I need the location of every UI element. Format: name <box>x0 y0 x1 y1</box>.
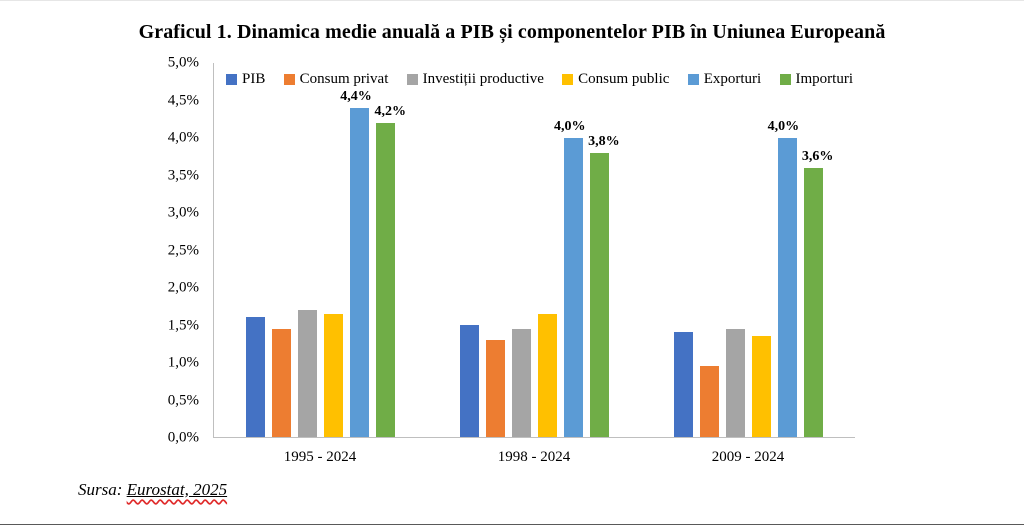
bar-exporturi: 4,0% <box>768 119 799 437</box>
y-tick-label: 2,5% <box>167 242 199 258</box>
bar-investi-ii-productive <box>298 309 318 437</box>
x-axis-labels: 1995 - 2024 1998 - 2024 2009 - 2024 <box>213 449 855 466</box>
y-tick-label: 2,0% <box>167 279 199 296</box>
source-text: Sursa: Eurostat, 2025 <box>78 480 227 500</box>
bar-investi-ii-productive <box>512 328 531 437</box>
bar-pib <box>460 324 479 437</box>
bar-importuri: 4,2% <box>374 104 406 437</box>
legend-swatch-icon <box>226 74 237 85</box>
y-tick-label: 3,0% <box>167 204 199 221</box>
bar-value-label: 3,6% <box>801 148 834 164</box>
x-category-label: 1995 - 2024 <box>283 449 357 465</box>
chart-title: Graficul 1. Dinamica medie anuală a PIB … <box>138 21 886 43</box>
bar-investi-ii-productive <box>725 328 745 437</box>
bar-exporturi: 4,0% <box>554 119 585 437</box>
y-tick-label: 1,5% <box>167 317 199 333</box>
legend-item-importuri: Importuri <box>779 71 854 88</box>
legend-item-exporturi: Exporturi <box>687 71 762 88</box>
source-prefix: Sursa: <box>78 480 127 499</box>
bar-consum-privat <box>272 328 292 437</box>
bar-group-1995-2024: 4,4% 4,2% <box>214 63 428 437</box>
bar-value-label: 4,0% <box>553 118 586 134</box>
y-tick-label: 5,0% <box>167 54 199 71</box>
bar-consum-public <box>324 313 344 437</box>
plot-area: PIB Consum privat Investiții productive Con… <box>213 63 855 438</box>
bar-consum-privat <box>699 365 719 437</box>
bar-value-label: 4,2% <box>374 103 406 119</box>
source-reference-text: Eurostat, 2025 <box>126 480 228 499</box>
legend-swatch-icon <box>562 74 574 85</box>
bar-value-label: 4,4% <box>340 88 372 104</box>
legend-item-investi-ii-productive: Investiții productive <box>406 71 544 88</box>
y-axis: 0,0% 0,5% 1,0% 1,5% 2,0% 2,5% 3,0% 3,5% 4,0% 4,5%… <box>0 55 205 445</box>
bar-pib <box>673 332 693 437</box>
y-tick-label: 4,0% <box>167 129 199 146</box>
y-tick-label: 4,5% <box>167 92 199 108</box>
bar-value-label: 3,8% <box>588 133 620 149</box>
bar-pib <box>246 317 266 437</box>
legend-label: Consum privat <box>299 71 389 87</box>
legend-item-consum-public: Consum public <box>562 71 669 88</box>
legend-swatch-icon <box>779 74 791 85</box>
bar-importuri: 3,8% <box>588 134 620 437</box>
bar-group-1998-2024: 4,0% 3,8% <box>428 63 642 437</box>
bar-importuri: 3,6% <box>802 149 833 437</box>
y-tick-label: 1,0% <box>167 354 199 371</box>
y-tick-label: 3,5% <box>167 167 199 183</box>
y-tick-label: 0,5% <box>167 392 199 408</box>
legend-label: Importuri <box>795 71 854 87</box>
bar-consum-public <box>751 336 771 437</box>
legend-swatch-icon <box>687 74 699 85</box>
bar-exporturi: 4,4% <box>340 89 372 437</box>
bar-consum-privat <box>486 339 505 437</box>
x-category-label: 1998 - 2024 <box>497 449 571 465</box>
bar-value-label: 4,0% <box>767 118 800 134</box>
y-tick-label: 0,0% <box>167 429 199 446</box>
bar-groups: 4,4% 4,2% 4,0% 3,8% 4,0% 3,6% <box>214 63 855 437</box>
source-reference: Eurostat, 2025 <box>127 480 227 499</box>
bar-group-2009-2024: 4,0% 3,6% <box>641 63 855 437</box>
legend-label: PIB <box>242 71 266 87</box>
legend-item-consum-privat: Consum privat <box>283 71 389 88</box>
legend-label: Investiții productive <box>422 71 544 87</box>
legend: PIB Consum privat Investiții productive Con… <box>226 71 853 88</box>
legend-swatch-icon <box>406 74 418 85</box>
bar-consum-public <box>538 313 557 437</box>
x-category-label: 2009 - 2024 <box>711 449 785 465</box>
legend-label: Exporturi <box>703 71 762 87</box>
legend-swatch-icon <box>283 74 295 85</box>
legend-label: Consum public <box>578 71 670 87</box>
legend-item-pib: PIB <box>226 71 265 88</box>
